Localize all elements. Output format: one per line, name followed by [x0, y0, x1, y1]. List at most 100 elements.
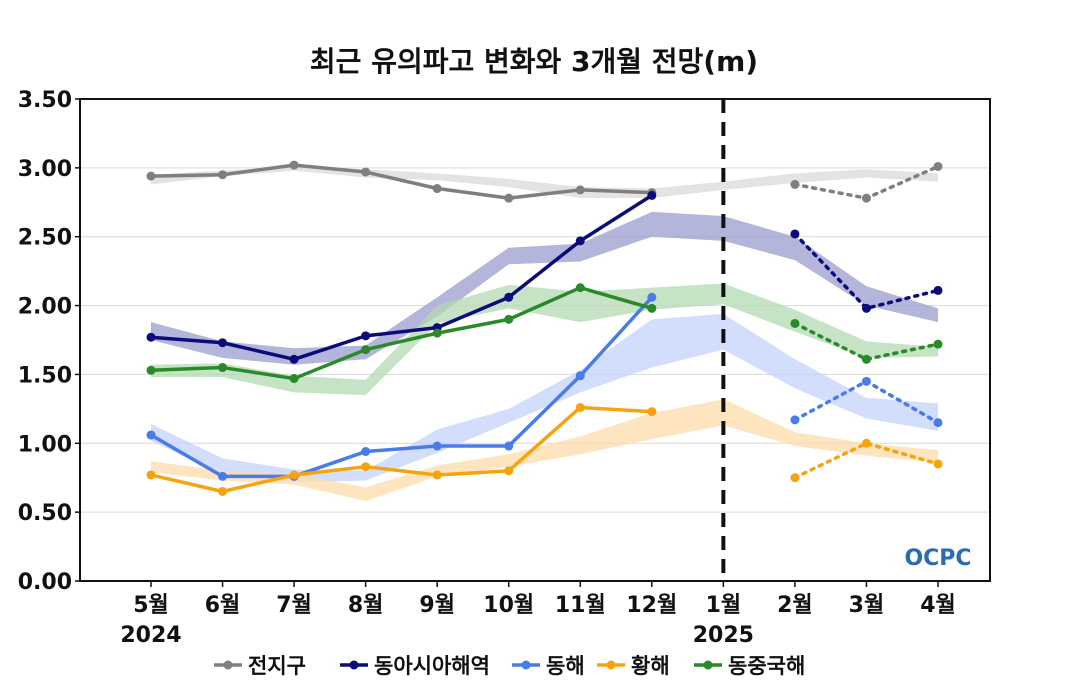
- y-tick-label-1: 0.50: [18, 501, 72, 526]
- x-tick-label-9: 2월: [777, 593, 813, 618]
- year-label-1: 2025: [693, 623, 754, 648]
- forecast-4-point-0: [790, 318, 800, 328]
- series-4-point-4: [432, 328, 442, 338]
- x-tick-label-7: 12월: [626, 593, 677, 618]
- legend-marker-2: [521, 660, 531, 670]
- band-2: [151, 313, 938, 482]
- series-1-point-1: [218, 338, 228, 348]
- series-line-3: [150, 405, 652, 494]
- forecast-2-point-1: [861, 376, 871, 386]
- y-tick-label-4: 2.00: [18, 295, 72, 320]
- series-2-point-7: [647, 292, 657, 302]
- band-4: [151, 283, 938, 396]
- band-3: [151, 399, 938, 502]
- series-3-point-1: [218, 486, 228, 496]
- forecast-0-point-0: [790, 179, 800, 189]
- y-tick-label-0: 0.00: [18, 570, 72, 595]
- x-tick-label-11: 4월: [920, 593, 956, 618]
- x-tick-label-1: 6월: [205, 593, 241, 618]
- forecast-1-point-2: [933, 285, 943, 295]
- legend-marker-0: [223, 660, 233, 670]
- x-tick-label-4: 9월: [419, 593, 455, 618]
- legend-label-3: 황해: [631, 654, 670, 678]
- x-tick-label-6: 11월: [555, 593, 606, 618]
- forecast-4-point-2: [933, 339, 943, 349]
- series-line-0: [150, 163, 652, 200]
- series-3-point-5: [504, 466, 514, 476]
- series-0-point-0: [146, 171, 156, 181]
- series-1-point-3: [361, 331, 371, 341]
- y-tick-label-5: 2.50: [18, 226, 72, 251]
- x-tick-label-2: 7월: [276, 593, 312, 618]
- series-0-point-4: [432, 184, 442, 194]
- y-tick-label-7: 3.50: [18, 88, 72, 113]
- band-0: [151, 166, 938, 199]
- year-label-0: 2024: [120, 623, 181, 648]
- series-1-point-6: [575, 236, 585, 246]
- forecast-1-point-1: [861, 303, 871, 313]
- series-line-2: [150, 296, 654, 479]
- series-lines: [146, 160, 943, 496]
- series-4-point-1: [218, 363, 228, 373]
- y-tick-label-3: 1.50: [18, 363, 72, 388]
- legend-label-4: 동중국해: [728, 654, 805, 678]
- series-2-point-1: [218, 471, 228, 481]
- forecast-0-point-2: [933, 161, 943, 171]
- series-line-4: [150, 285, 653, 381]
- chart-title: 최근 유의파고 변화와 3개월 전망(m): [310, 45, 758, 78]
- legend-marker-4: [703, 660, 713, 670]
- series-0-point-1: [218, 170, 228, 180]
- series-2-point-5: [504, 441, 514, 451]
- series-3-point-6: [575, 402, 585, 412]
- x-tick-label-0: 5월: [133, 593, 169, 618]
- series-3-point-4: [432, 470, 442, 480]
- series-1-point-5: [504, 292, 514, 302]
- range-bands: [151, 166, 938, 502]
- forecast-3-point-0: [790, 473, 800, 483]
- series-2-point-6: [575, 371, 585, 381]
- series-2-point-4: [432, 441, 442, 451]
- series-3-point-3: [361, 462, 371, 472]
- x-tick-label-10: 3월: [849, 593, 885, 618]
- series-0-point-3: [361, 167, 371, 177]
- forecast-2-point-2: [933, 418, 943, 428]
- series-4-point-2: [289, 374, 299, 384]
- legend-label-1: 동아시아해역: [374, 654, 490, 678]
- series-0-point-6: [575, 185, 585, 195]
- series-4-point-6: [575, 283, 585, 293]
- forecast-2-point-0: [790, 415, 800, 425]
- forecast-3-point-2: [933, 459, 943, 469]
- series-4-point-5: [504, 314, 514, 324]
- legend-label-0: 전지구: [248, 654, 306, 678]
- ocpc-logo: OCPC: [904, 546, 971, 571]
- legend-label-2: 동해: [546, 654, 585, 678]
- y-axis-ticks: 0.00 0.50 1.00 1.50 2.00 2.50 3.00 3.50: [18, 88, 80, 595]
- series-4-point-0: [146, 365, 156, 375]
- series-4-point-7: [647, 303, 657, 313]
- series-line-1: [150, 193, 653, 362]
- legend: 전지구 동아시아해역 동해 황해 동중국해: [214, 654, 805, 678]
- series-3-point-0: [146, 470, 156, 480]
- y-tick-label-2: 1.00: [18, 432, 72, 457]
- series-3-point-7: [647, 407, 657, 417]
- series-1-point-0: [146, 332, 156, 342]
- forecast-4-point-1: [861, 354, 871, 364]
- series-1-point-7: [647, 190, 657, 200]
- series-2-point-0: [146, 430, 156, 440]
- x-tick-label-3: 8월: [348, 593, 384, 618]
- y-tick-label-6: 3.00: [18, 157, 72, 182]
- forecast-3-point-1: [861, 438, 871, 448]
- series-4-point-3: [361, 345, 371, 355]
- legend-marker-1: [349, 660, 359, 670]
- series-1-point-2: [289, 354, 299, 364]
- band-1: [151, 211, 938, 365]
- series-3-point-2: [289, 470, 299, 480]
- legend-marker-3: [606, 660, 616, 670]
- x-tick-label-8: 1월: [706, 593, 742, 618]
- ocpc-logo-text: OCPC: [904, 546, 971, 571]
- series-2-point-3: [361, 447, 371, 457]
- forecast-0-point-1: [861, 193, 871, 203]
- series-0-point-2: [289, 160, 299, 170]
- plot-frame: [79, 98, 991, 582]
